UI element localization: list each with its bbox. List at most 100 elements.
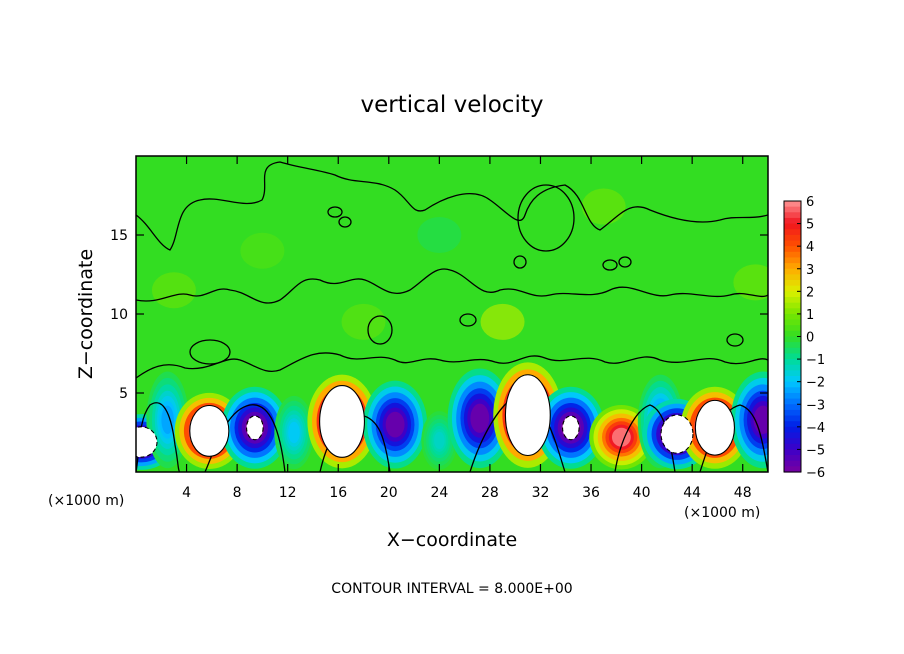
- contour-line: [136, 352, 768, 379]
- background-patch: [480, 303, 525, 340]
- contour-loop: [517, 184, 575, 252]
- colorbar-tick-label: 4: [806, 240, 814, 255]
- colorbar-tick-label: 1: [806, 308, 814, 323]
- colorbar-segment: [784, 359, 801, 366]
- cell-band: [288, 421, 300, 444]
- x-axis-label: X−coordinate: [387, 529, 517, 551]
- x-tick-label: 44: [683, 485, 701, 501]
- background-patch: [733, 264, 768, 301]
- colorbar-segment: [784, 308, 801, 315]
- colorbar-tick-label: 0: [806, 331, 814, 346]
- chart-title: vertical velocity: [361, 92, 544, 118]
- x-unit-left: (×1000 m): [48, 493, 124, 509]
- colorbar-segment: [784, 201, 801, 208]
- colorbar-segment: [784, 263, 801, 270]
- y-tick-label: 15: [110, 228, 128, 244]
- colorbar-segment: [784, 274, 801, 281]
- plot-area: [136, 156, 768, 472]
- cell-band: [753, 405, 768, 435]
- colorbar-segment: [784, 246, 801, 253]
- x-tick-label: 8: [233, 485, 242, 501]
- colorbar-segment: [784, 364, 801, 371]
- velocity-cell: [589, 405, 654, 470]
- colorbar-segment: [784, 212, 801, 219]
- contour-lines: [136, 161, 768, 472]
- cell-band: [161, 405, 174, 435]
- x-tick-label: 32: [532, 485, 550, 501]
- colorbar-tick-label: −2: [806, 376, 825, 391]
- colorbar-segment: [784, 347, 801, 355]
- colorbar-segment: [784, 285, 801, 292]
- colorbar-tick-label: −5: [806, 443, 825, 458]
- contour-loop: [618, 256, 632, 268]
- contour-line: [136, 161, 768, 251]
- velocity-cell: [274, 395, 314, 470]
- cell-core: [660, 414, 694, 454]
- y-tick-label: 5: [119, 386, 128, 402]
- cell-band: [470, 403, 490, 433]
- contour-loop: [459, 313, 477, 327]
- colorbar-segment: [784, 330, 801, 338]
- colorbar-segment: [784, 336, 801, 343]
- contour-line: [136, 268, 768, 304]
- colorbar-segment: [784, 438, 801, 445]
- colorbar-tick-label: −1: [806, 353, 825, 368]
- colorbar-segment: [784, 460, 801, 467]
- colorbar-segment: [784, 398, 801, 405]
- x-tick-label: 16: [329, 485, 347, 501]
- colorbar-segment: [784, 234, 801, 242]
- colorbar-segment: [784, 291, 801, 298]
- colorbar-tick-label: −4: [806, 421, 825, 436]
- y-axis-label: Z−coordinate: [75, 249, 97, 379]
- background-patch: [417, 217, 462, 253]
- x-tick-label: 28: [481, 485, 499, 501]
- colorbar-segment: [784, 257, 801, 264]
- colorbar-segment: [784, 240, 801, 247]
- cell-core: [189, 404, 230, 457]
- colorbar-segment: [784, 302, 801, 309]
- velocity-cell: [421, 411, 458, 470]
- colorbar-segment: [784, 421, 801, 428]
- cell-core: [136, 426, 158, 458]
- y-axis: 5 10 15: [110, 228, 768, 402]
- colorbar-segment: [784, 415, 801, 422]
- colorbar-segment: [784, 319, 801, 326]
- x-tick-label: 4: [182, 485, 191, 501]
- colorbar-segment: [784, 370, 801, 377]
- colorbar-segment: [784, 206, 801, 213]
- cell-core: [504, 374, 551, 457]
- contour-loop: [367, 315, 393, 345]
- x-tick-label: 48: [734, 485, 752, 501]
- colorbar-segment: [784, 392, 801, 400]
- colorbar-segment: [784, 404, 801, 411]
- y-tick-label: 10: [110, 307, 128, 323]
- cell-core: [245, 415, 264, 441]
- x-unit-right: (×1000 m): [684, 505, 760, 521]
- cell-core: [694, 399, 736, 456]
- colorbar-segment: [784, 376, 801, 383]
- velocity-cell: [730, 371, 768, 469]
- colorbar-segment: [784, 432, 801, 439]
- colorbar-tick-label: −6: [806, 466, 825, 481]
- colorbar-segment: [784, 223, 801, 230]
- colorbar-tick-label: 6: [806, 195, 814, 210]
- colorbar-segment: [784, 313, 801, 321]
- background-patch: [581, 188, 626, 225]
- colorbar-segment: [784, 443, 801, 451]
- contour-loop: [513, 255, 527, 269]
- colorbar-segment: [784, 229, 801, 236]
- colorbar-segment: [784, 409, 801, 417]
- x-tick-label: 40: [633, 485, 651, 501]
- colorbar-segment: [784, 466, 801, 473]
- velocity-cell: [447, 368, 512, 469]
- colorbar-segment: [784, 325, 801, 332]
- colorbar: 6 5 4 3 2 1 0 −1 −2 −3 −4 −5 −6: [783, 195, 825, 481]
- contour-interval-note: CONTOUR INTERVAL = 8.000E+00: [331, 581, 572, 597]
- contour-extremes: [136, 374, 736, 458]
- colorbar-segment: [784, 387, 801, 394]
- colorbar-tick-label: 5: [806, 218, 814, 233]
- colorbar-segment: [784, 353, 801, 360]
- cell-band: [434, 431, 445, 449]
- cell-band: [385, 411, 405, 438]
